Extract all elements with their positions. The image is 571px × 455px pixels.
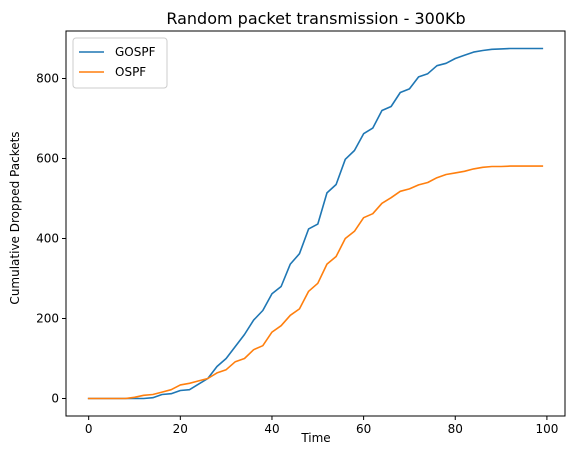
chart-title: Random packet transmission - 300Kb [166, 9, 465, 28]
plot-area [65, 30, 566, 417]
series-layer [87, 47, 544, 400]
plot-frame [65, 30, 566, 417]
y-tick-label: 600 [36, 152, 59, 166]
y-axis-label: Cumulative Dropped Packets [8, 131, 22, 304]
x-tick-label: 100 [535, 422, 558, 436]
x-axis: 0 20 40 60 80 100 [85, 416, 558, 436]
legend-label-ospf: OSPF [115, 65, 146, 79]
x-tick-label: 60 [356, 422, 371, 436]
y-tick-label: 200 [36, 312, 59, 326]
series-line-gospf [87, 47, 544, 400]
y-axis: 0 200 400 600 800 [36, 72, 66, 406]
legend-label-gospf: GOSPF [115, 45, 156, 59]
x-tick-label: 20 [173, 422, 188, 436]
x-axis-label: Time [300, 431, 330, 445]
x-tick-label: 0 [85, 422, 93, 436]
y-tick-label: 0 [51, 392, 59, 406]
legend: GOSPF OSPF [72, 37, 168, 89]
series-line-ospf [87, 165, 544, 400]
x-tick-label: 40 [264, 422, 279, 436]
x-tick-label: 80 [448, 422, 463, 436]
y-tick-label: 400 [36, 232, 59, 246]
legend-box [72, 37, 168, 89]
y-tick-label: 800 [36, 72, 59, 86]
